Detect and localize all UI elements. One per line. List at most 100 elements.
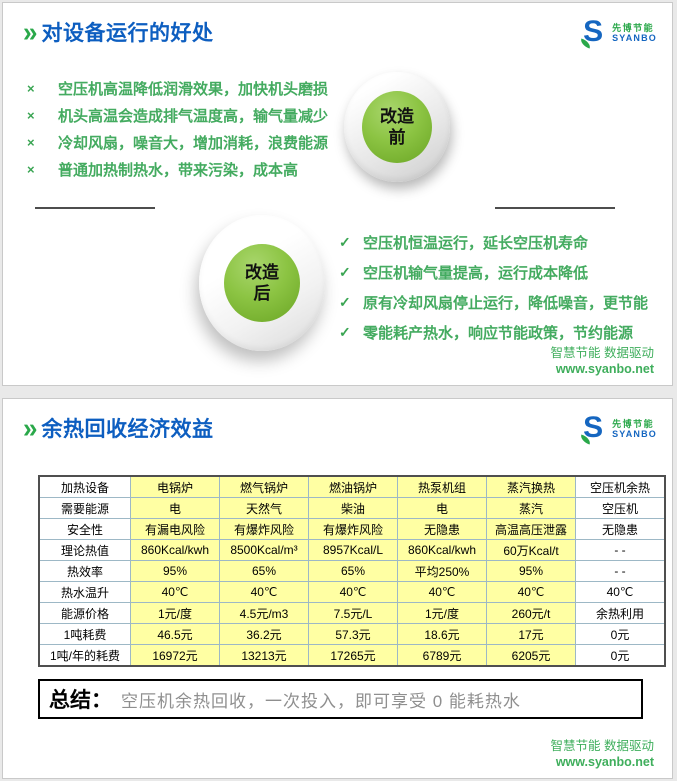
cross-icon: ×	[27, 108, 35, 123]
logo-name-cn: 先博节能	[612, 22, 655, 33]
table-cell: 40℃	[219, 581, 309, 603]
con-text: 冷却风扇，噪音大，增加消耗，浪费能源	[58, 135, 329, 152]
table-cell: 电锅炉	[130, 475, 220, 498]
list-item: × 冷却风扇，噪音大，增加消耗，浪费能源	[27, 129, 328, 156]
table-cell: - -	[575, 539, 666, 561]
logo-name-cn: 先博节能	[612, 418, 655, 429]
chevron-icon: »	[23, 412, 38, 444]
list-item: × 普通加热制热水，带来污染，成本高	[27, 156, 328, 183]
slide-economics: » 余热回收经济效益 S 先博节能 SYANBO 加热设备 电锅炉 燃气锅炉 燃…	[2, 398, 673, 779]
footer-website: www.syanbo.net	[555, 361, 654, 376]
table-cell: 高温高压泄露	[486, 518, 576, 540]
table-cell: 8500Kcal/m³	[219, 539, 309, 561]
logo-s-icon: S	[579, 17, 609, 49]
row-header: 理论热值	[38, 539, 131, 561]
table-cell: 40℃	[130, 581, 220, 603]
after-retrofit-badge: 改造 后	[199, 215, 325, 351]
table-cell: 无隐患	[397, 518, 487, 540]
table-cell: 65%	[219, 560, 309, 582]
table-row: 加热设备 电锅炉 燃气锅炉 燃油锅炉 热泵机组 蒸汽换热 空压机余热	[38, 475, 666, 498]
check-icon: ✓	[339, 323, 351, 340]
table-cell: 16972元	[130, 644, 220, 667]
cross-icon: ×	[27, 162, 35, 177]
table-cell: 40℃	[575, 581, 666, 603]
row-header: 热水温升	[38, 581, 131, 603]
table-row: 理论热值 860Kcal/kwh 8500Kcal/m³ 8957Kcal/L …	[38, 539, 666, 561]
list-item: × 机头高温会造成排气温度高，输气量减少	[27, 102, 328, 129]
pro-text: 空压机恒温运行，延长空压机寿命	[363, 234, 589, 252]
table-row: 1吨/年的耗费 16972元 13213元 17265元 6789元 6205元…	[38, 644, 666, 667]
list-item: × 空压机高温降低润滑效果，加快机头磨损	[27, 75, 328, 102]
table-cell: 柴油	[308, 497, 398, 519]
table-row: 需要能源 电 天然气 柴油 电 蒸汽 空压机	[38, 497, 666, 519]
table-cell: 60万Kcal/t	[486, 539, 576, 561]
table-cell: 4.5元/m3	[219, 602, 309, 624]
check-icon: ✓	[339, 233, 351, 250]
pro-text: 零能耗产热水，响应节能政策，节约能源	[363, 324, 634, 342]
table-cell: 260元/t	[486, 602, 576, 624]
before-retrofit-badge: 改造 前	[344, 72, 450, 182]
logo-s-icon: S	[579, 413, 609, 445]
table-cell: 36.2元	[219, 623, 309, 645]
con-text: 空压机高温降低润滑效果，加快机头磨损	[58, 81, 329, 98]
con-text: 普通加热制热水，带来污染，成本高	[58, 162, 299, 179]
table-cell: 有漏电风险	[130, 518, 220, 540]
table-cell: 95%	[130, 560, 220, 582]
con-text: 机头高温会造成排气温度高，输气量减少	[58, 108, 329, 125]
table-cell: 空压机余热	[575, 475, 666, 498]
table-cell: 蒸汽换热	[486, 475, 576, 498]
table-row: 安全性 有漏电风险 有爆炸风险 有爆炸风险 无隐患 高温高压泄露 无隐患	[38, 518, 666, 540]
table-cell: 6205元	[486, 644, 576, 667]
table-cell: 860Kcal/kwh	[397, 539, 487, 561]
table-cell: 有爆炸风险	[308, 518, 398, 540]
table-cell: 0元	[575, 644, 666, 667]
footer-tagline: 智慧节能 数据驱动	[550, 345, 654, 360]
list-item: ✓ 空压机输气量提高，运行成本降低	[339, 257, 648, 287]
table-cell: 电	[130, 497, 220, 519]
table-cell: 电	[397, 497, 487, 519]
check-icon: ✓	[339, 263, 351, 280]
list-item: ✓ 原有冷却风扇停止运行，降低噪音，更节能	[339, 287, 648, 317]
comparison-table: 加热设备 电锅炉 燃气锅炉 燃油锅炉 热泵机组 蒸汽换热 空压机余热 需要能源 …	[38, 475, 666, 667]
table-cell: 燃油锅炉	[308, 475, 398, 498]
slide-benefits: » 对设备运行的好处 S 先博节能 SYANBO × 空压机高温降低润滑效果，加…	[2, 2, 673, 386]
row-header: 安全性	[38, 518, 131, 540]
table-row: 能源价格 1元/度 4.5元/m3 7.5元/L 1元/度 260元/t 余热利…	[38, 602, 666, 624]
table-cell: 平均250%	[397, 560, 487, 582]
slide1-header: » 对设备运行的好处	[23, 17, 213, 47]
table-cell: 1元/度	[130, 602, 220, 624]
table-cell: 18.6元	[397, 623, 487, 645]
table-row: 热效率 95% 65% 65% 平均250% 95% - -	[38, 560, 666, 582]
slide2-header: » 余热回收经济效益	[23, 413, 213, 443]
table-cell: 热泵机组	[397, 475, 487, 498]
cross-icon: ×	[27, 135, 35, 150]
pros-list: ✓ 空压机恒温运行，延长空压机寿命 ✓ 空压机输气量提高，运行成本降低 ✓ 原有…	[339, 227, 648, 347]
table-cell: 40℃	[397, 581, 487, 603]
pro-text: 原有冷却风扇停止运行，降低噪音，更节能	[363, 294, 649, 312]
table-cell: 1元/度	[397, 602, 487, 624]
row-header: 能源价格	[38, 602, 131, 624]
table-cell: 有爆炸风险	[219, 518, 309, 540]
summary-box: 总结： 空压机余热回收，一次投入，即可享受 0 能耗热水	[38, 679, 643, 719]
slide1-footer: 智慧节能 数据驱动 www.syanbo.net	[551, 345, 654, 378]
syanbo-logo: S 先博节能 SYANBO	[579, 413, 657, 445]
divider-line-left	[35, 207, 155, 209]
cons-list: × 空压机高温降低润滑效果，加快机头磨损 × 机头高温会造成排气温度高，输气量减…	[27, 75, 328, 183]
table-cell: 0元	[575, 623, 666, 645]
table-cell: - -	[575, 560, 666, 582]
summary-text: 空压机余热回收，一次投入，即可享受 0 能耗热水	[121, 691, 521, 711]
slide2-footer: 智慧节能 数据驱动 www.syanbo.net	[551, 738, 654, 771]
table-cell: 17265元	[308, 644, 398, 667]
table-cell: 860Kcal/kwh	[130, 539, 220, 561]
row-header: 热效率	[38, 560, 131, 582]
list-item: ✓ 空压机恒温运行，延长空压机寿命	[339, 227, 648, 257]
row-header: 1吨耗费	[38, 623, 131, 645]
cross-icon: ×	[27, 81, 35, 96]
row-header: 1吨/年的耗费	[38, 644, 131, 667]
footer-tagline: 智慧节能 数据驱动	[550, 738, 654, 753]
table-cell: 17元	[486, 623, 576, 645]
list-item: ✓ 零能耗产热水，响应节能政策，节约能源	[339, 317, 648, 347]
table-row: 热水温升 40℃ 40℃ 40℃ 40℃ 40℃ 40℃	[38, 581, 666, 603]
table-cell: 蒸汽	[486, 497, 576, 519]
table-cell: 余热利用	[575, 602, 666, 624]
